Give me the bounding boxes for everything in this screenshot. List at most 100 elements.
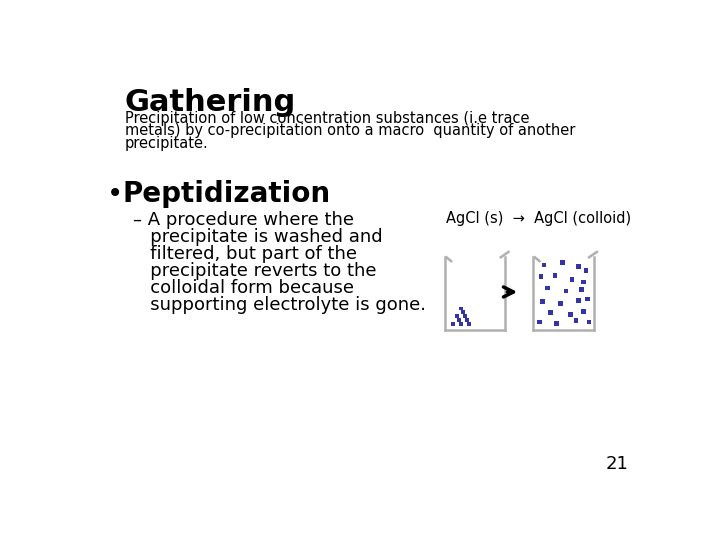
Bar [464,310,469,314]
Bar [469,318,472,322]
Bar [544,265,546,267]
Bar [558,301,560,303]
Bar [537,320,539,322]
Bar [564,289,566,291]
Bar [451,322,455,326]
Bar [570,314,573,316]
Bar [560,260,563,262]
Bar [548,313,550,315]
Bar [457,318,461,322]
Bar [563,262,565,265]
Bar [540,301,543,303]
Bar [459,314,463,318]
Bar [584,271,586,273]
Bar [548,310,550,313]
Bar [539,322,542,325]
Bar [557,323,559,326]
Bar [541,276,544,279]
Bar [467,314,471,318]
Text: precipitate reverts to the: precipitate reverts to the [132,262,376,280]
Bar [581,289,584,292]
Bar [539,320,542,322]
Bar [581,287,584,289]
Bar [543,301,545,303]
Bar [453,318,457,322]
Bar [578,267,580,269]
Text: Precipitation of low concentration substances (i.e trace: Precipitation of low concentration subst… [125,111,529,126]
Bar [587,320,589,322]
Bar [566,289,568,291]
Bar [463,314,467,318]
Bar [588,299,590,301]
Bar [471,322,474,326]
Bar [555,273,557,276]
Bar [576,300,578,303]
Bar [586,271,588,273]
Bar [560,301,563,303]
Bar [584,311,586,314]
Bar [578,264,580,267]
Text: metals) by co-precipitation onto a macro  quantity of another: metals) by co-precipitation onto a macro… [125,123,575,138]
Bar [560,262,563,265]
Bar [589,320,591,322]
Bar [539,276,541,279]
Bar [543,299,545,301]
Text: Gathering: Gathering [125,88,296,117]
Bar [547,286,549,288]
Bar [550,313,553,315]
Bar [576,320,578,323]
Bar [584,282,586,284]
Bar [457,310,461,314]
Text: precipitate.: precipitate. [125,136,209,151]
Bar [563,260,565,262]
Bar [576,264,578,267]
Bar [572,280,575,282]
Bar [581,309,584,311]
Bar [461,310,464,314]
Bar [554,321,557,323]
Bar [558,303,560,306]
Text: supporting electrolyte is gone.: supporting electrolyte is gone. [132,296,426,314]
Bar [576,267,578,269]
Bar [584,268,586,271]
Text: precipitate is washed and: precipitate is washed and [132,228,382,246]
Text: – A procedure where the: – A procedure where the [132,211,354,229]
Bar [459,322,463,326]
Bar [554,323,557,326]
Bar [570,312,573,314]
Text: AgCl (s)  →  AgCl (colloid): AgCl (s) → AgCl (colloid) [446,211,631,226]
Bar [578,298,580,300]
Bar [588,296,590,299]
Text: Peptidization: Peptidization [122,180,330,208]
Bar [455,314,459,318]
Bar [581,280,584,282]
Bar [564,291,566,294]
Bar [461,318,464,322]
Bar [539,274,541,276]
Bar [540,299,543,301]
Bar [579,289,581,292]
Bar [464,318,469,322]
Bar [584,280,586,282]
Bar [557,321,559,323]
Bar [587,322,589,325]
Bar [574,320,576,323]
Bar [572,278,575,280]
Bar [568,312,570,314]
Bar [542,262,544,265]
Bar [545,286,547,288]
Bar [560,303,563,306]
Bar [537,322,539,325]
Bar [553,276,555,278]
Bar [566,291,568,294]
Bar [459,307,463,310]
Text: •: • [107,180,123,208]
Bar [574,318,576,320]
Bar [547,288,549,291]
Bar [578,300,580,303]
Bar [585,299,588,301]
Bar [579,287,581,289]
Bar [463,307,467,310]
Bar [568,314,570,316]
Bar [586,268,588,271]
